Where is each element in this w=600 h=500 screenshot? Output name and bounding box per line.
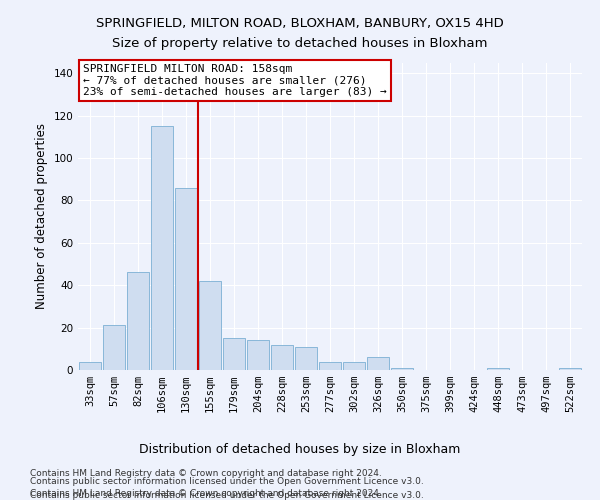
Bar <box>319 362 341 370</box>
Bar <box>199 281 221 370</box>
Text: Distribution of detached houses by size in Bloxham: Distribution of detached houses by size … <box>139 442 461 456</box>
Text: SPRINGFIELD, MILTON ROAD, BLOXHAM, BANBURY, OX15 4HD: SPRINGFIELD, MILTON ROAD, BLOXHAM, BANBU… <box>96 18 504 30</box>
Y-axis label: Number of detached properties: Number of detached properties <box>35 123 48 309</box>
Bar <box>367 358 389 370</box>
Bar <box>391 368 413 370</box>
Text: Contains HM Land Registry data © Crown copyright and database right 2024.: Contains HM Land Registry data © Crown c… <box>30 468 382 477</box>
Text: Contains HM Land Registry data © Crown copyright and database right 2024.: Contains HM Land Registry data © Crown c… <box>30 488 382 498</box>
Bar <box>271 344 293 370</box>
Text: Size of property relative to detached houses in Bloxham: Size of property relative to detached ho… <box>112 38 488 51</box>
Bar <box>103 326 125 370</box>
Bar <box>295 346 317 370</box>
Bar <box>223 338 245 370</box>
Text: Contains public sector information licensed under the Open Government Licence v3: Contains public sector information licen… <box>30 477 424 486</box>
Bar <box>151 126 173 370</box>
Bar <box>559 368 581 370</box>
Bar <box>487 368 509 370</box>
Bar <box>247 340 269 370</box>
Bar <box>343 362 365 370</box>
Bar <box>127 272 149 370</box>
Bar <box>175 188 197 370</box>
Text: Contains public sector information licensed under the Open Government Licence v3: Contains public sector information licen… <box>30 491 424 500</box>
Bar <box>79 362 101 370</box>
Text: SPRINGFIELD MILTON ROAD: 158sqm
← 77% of detached houses are smaller (276)
23% o: SPRINGFIELD MILTON ROAD: 158sqm ← 77% of… <box>83 64 387 97</box>
